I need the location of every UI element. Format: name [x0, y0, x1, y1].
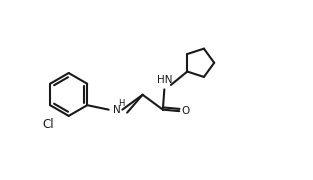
Text: HN: HN	[156, 75, 172, 85]
Text: O: O	[182, 106, 190, 116]
Text: N: N	[113, 105, 121, 115]
Text: H: H	[119, 99, 125, 108]
Text: Cl: Cl	[42, 118, 54, 131]
